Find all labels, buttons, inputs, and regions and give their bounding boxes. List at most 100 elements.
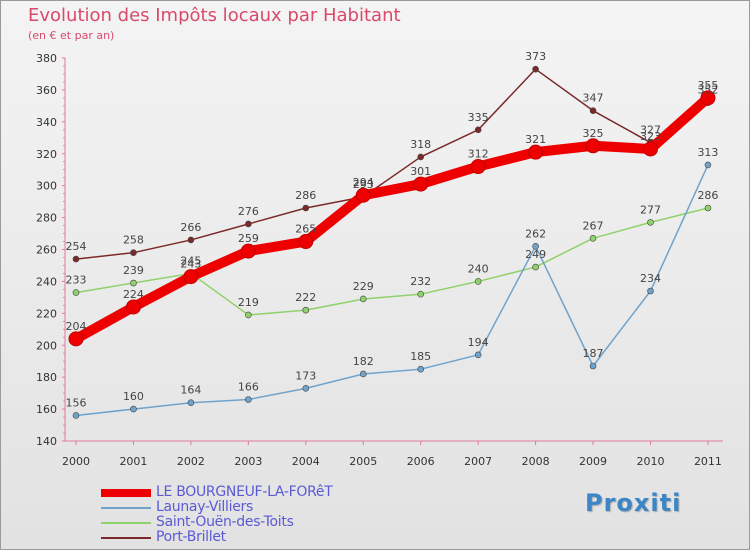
series-point — [125, 299, 141, 315]
data-label: 182 — [353, 355, 374, 368]
data-label: 323 — [640, 130, 661, 143]
legend-swatch — [101, 537, 151, 539]
series-point — [359, 370, 367, 378]
series-point — [589, 235, 597, 242]
series-point — [589, 107, 597, 114]
series-point — [474, 126, 482, 134]
data-label: 234 — [640, 272, 661, 285]
data-label: 293 — [353, 178, 374, 191]
x-tick-label: 2006 — [407, 455, 435, 468]
data-label: 232 — [410, 275, 431, 288]
series-point — [700, 90, 716, 106]
y-tick-label: 200 — [36, 339, 57, 352]
data-label: 245 — [180, 254, 201, 267]
series-point — [245, 396, 252, 403]
x-tick-label: 2010 — [637, 455, 665, 468]
legend-item: Saint-Ouën-des-Toits — [101, 514, 421, 530]
data-label: 325 — [583, 127, 604, 140]
y-tick-label: 300 — [36, 180, 57, 193]
legend-item: Port-Brillet — [101, 529, 421, 545]
data-label: 321 — [525, 133, 546, 146]
x-tick-label: 2002 — [177, 455, 205, 468]
series-point — [417, 290, 425, 298]
series-line — [71, 92, 713, 344]
y-tick-label: 340 — [36, 116, 57, 129]
data-label: 267 — [583, 219, 604, 232]
y-tick-label: 260 — [36, 244, 57, 257]
x-tick-label: 2009 — [579, 455, 607, 468]
data-label: 286 — [697, 189, 718, 202]
data-label: 352 — [697, 84, 718, 97]
series-point — [647, 219, 654, 226]
series-point — [187, 236, 195, 244]
data-label: 243 — [180, 258, 201, 271]
data-label: 173 — [295, 369, 316, 382]
data-label: 222 — [295, 291, 316, 304]
series-line — [75, 164, 709, 417]
data-label: 164 — [180, 384, 201, 397]
x-tick-label: 2007 — [464, 455, 492, 468]
data-label: 313 — [697, 146, 718, 159]
series-point — [532, 65, 539, 73]
x-tick-label: 2003 — [234, 455, 262, 468]
data-label: 294 — [353, 176, 374, 189]
series-line — [75, 68, 709, 260]
data-label: 249 — [525, 248, 546, 261]
y-tick-label: 140 — [36, 435, 57, 448]
series-point — [72, 289, 80, 296]
y-tick-label: 360 — [36, 84, 57, 97]
data-label: 240 — [468, 262, 489, 275]
data-label: 156 — [66, 396, 87, 409]
data-label: 233 — [66, 274, 87, 287]
series-point — [704, 204, 712, 212]
proxiti-logo: Proxiti — [585, 489, 682, 517]
series-point — [245, 220, 252, 228]
series-point — [470, 159, 486, 175]
legend-item: LE BOURGNEUF-LA-FORêT — [101, 484, 421, 500]
series-point — [302, 204, 310, 212]
series-point — [413, 176, 429, 192]
legend-swatch — [101, 489, 151, 497]
data-label: 194 — [468, 336, 489, 349]
data-label: 224 — [123, 288, 144, 301]
series-point — [68, 331, 84, 347]
chart-subtitle: (en € et par an) — [28, 29, 115, 42]
data-label: 335 — [468, 111, 489, 124]
series-point — [704, 161, 712, 169]
data-label: 229 — [353, 280, 374, 293]
data-label: 318 — [410, 138, 431, 151]
x-tick-label: 2005 — [349, 455, 377, 468]
legend-item: Launay-Villiers — [101, 499, 421, 515]
x-tick-label: 2000 — [62, 455, 90, 468]
series-layer — [68, 65, 716, 419]
series-point — [72, 255, 80, 263]
data-label: 219 — [238, 296, 259, 309]
data-label: 187 — [583, 347, 604, 360]
data-label: 239 — [123, 264, 144, 277]
chart-axes: 140 160 180 200 220 240 260 280 300 320 340 360 380 2… — [36, 52, 723, 468]
data-label: 327 — [640, 124, 661, 137]
series-point — [355, 187, 371, 203]
data-label: 301 — [410, 165, 431, 178]
data-label: 347 — [583, 92, 604, 105]
series-point — [417, 365, 425, 373]
y-tick-label: 280 — [36, 212, 57, 225]
series-point — [417, 153, 425, 161]
legend-swatch — [101, 507, 151, 509]
legend-label: LE BOURGNEUF-LA-FORêT — [156, 484, 333, 500]
data-label: 265 — [295, 223, 316, 236]
series-point — [298, 234, 314, 250]
data-label: 266 — [180, 221, 201, 234]
series-point — [245, 311, 252, 319]
data-labels-layer: 254 258 266 276 286 293 318 335 373 347 327 352 233 2… — [66, 50, 719, 409]
data-label: 286 — [295, 189, 316, 202]
series-point — [532, 263, 539, 271]
series-point — [474, 278, 482, 285]
data-label: 258 — [123, 234, 144, 247]
x-tick-label: 2008 — [522, 455, 550, 468]
data-label: 262 — [525, 227, 546, 240]
data-label: 160 — [123, 390, 144, 403]
series-point — [302, 306, 310, 314]
series-point — [130, 405, 137, 413]
